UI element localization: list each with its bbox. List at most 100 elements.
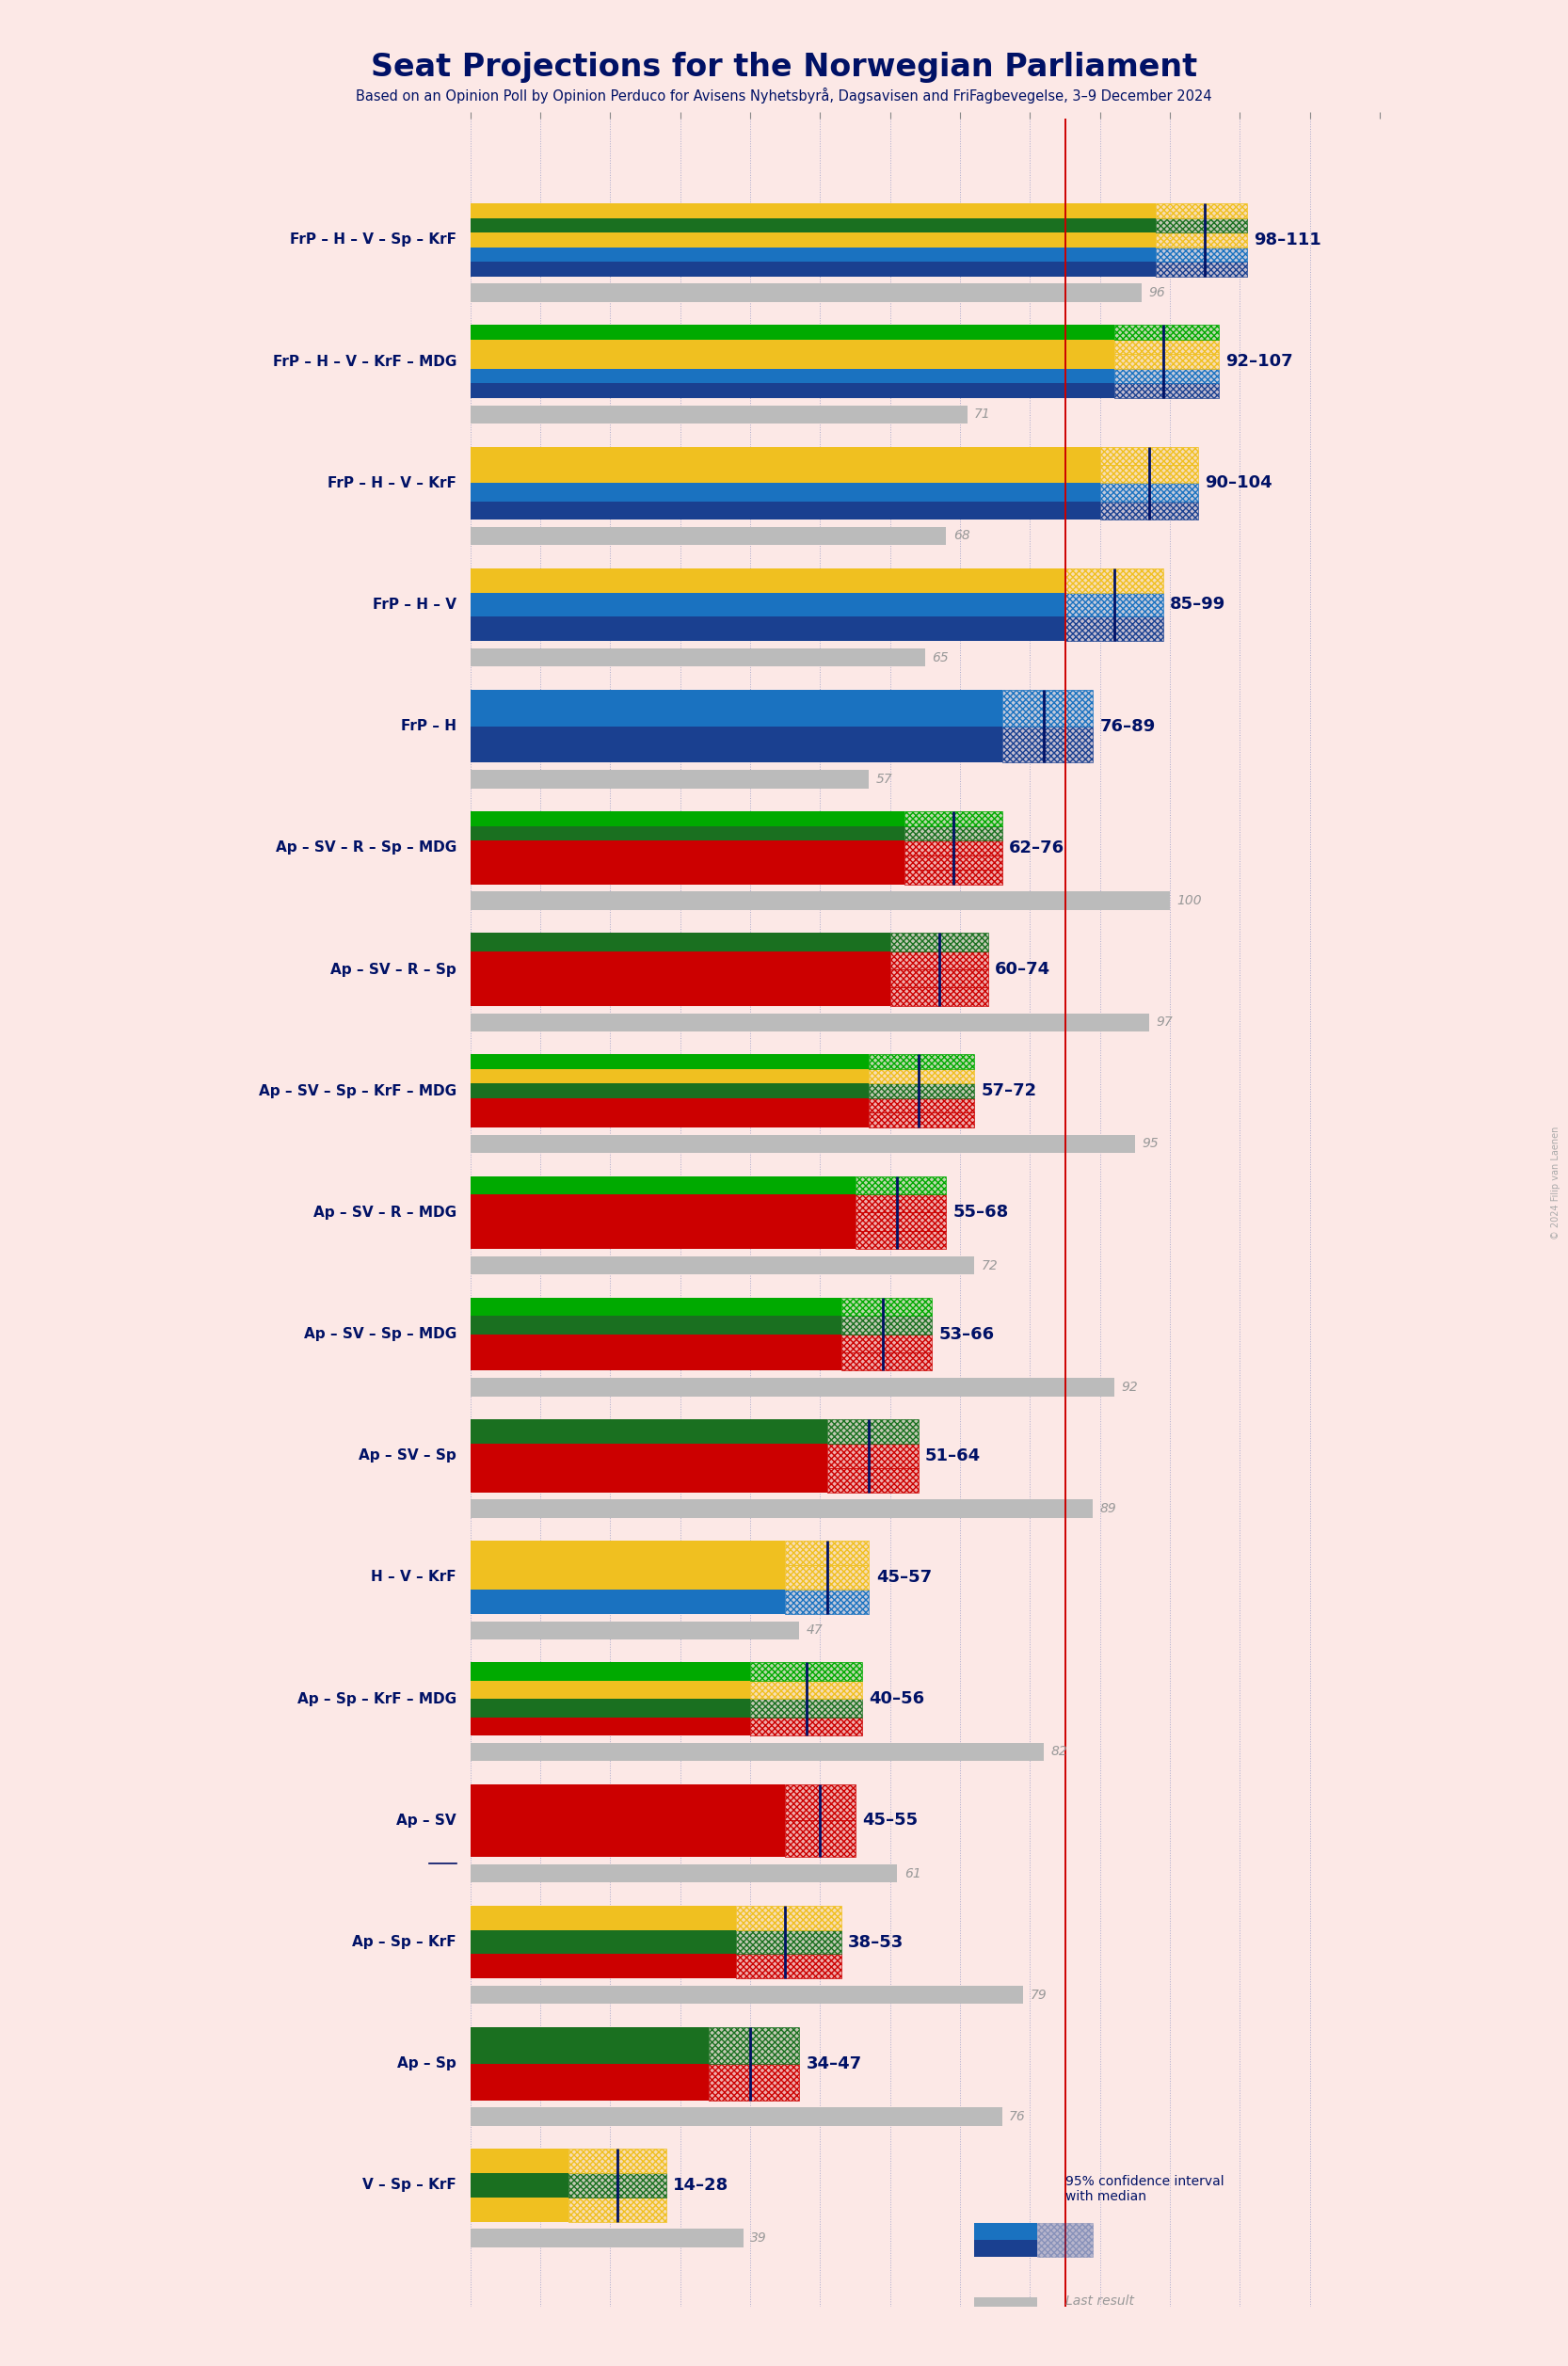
Bar — [470, 1297, 840, 1315]
Bar — [470, 1467, 828, 1493]
Bar — [1101, 447, 1198, 464]
Text: FrP – H: FrP – H — [401, 719, 456, 733]
Bar — [470, 1985, 1022, 2004]
Bar — [855, 1176, 946, 1195]
Bar — [1002, 726, 1093, 762]
Bar — [568, 2148, 666, 2172]
Bar — [1113, 369, 1218, 383]
Bar — [470, 464, 1101, 483]
Bar — [786, 1784, 855, 1819]
Text: 62–76: 62–76 — [1010, 840, 1065, 856]
Bar — [855, 1214, 946, 1230]
Text: 98–111: 98–111 — [1254, 232, 1322, 248]
Bar — [470, 405, 967, 424]
Text: Ap – Sp – KrF – MDG: Ap – Sp – KrF – MDG — [298, 1692, 456, 1706]
Bar — [737, 1931, 840, 1954]
Bar — [470, 1334, 840, 1353]
Bar — [891, 987, 988, 1006]
Bar — [470, 840, 905, 854]
Bar — [750, 1680, 862, 1699]
Bar — [470, 1699, 750, 1718]
Text: Ap – SV – Sp – MDG: Ap – SV – Sp – MDG — [304, 1327, 456, 1342]
Text: 76–89: 76–89 — [1101, 717, 1156, 736]
Bar — [470, 2028, 709, 2063]
Bar — [470, 1931, 737, 1954]
Bar — [470, 246, 1156, 263]
Bar — [470, 1069, 869, 1084]
Text: 53–66: 53–66 — [939, 1325, 994, 1342]
Bar — [828, 1443, 919, 1467]
Bar — [470, 284, 1142, 303]
Bar — [1156, 218, 1247, 232]
Text: 34–47: 34–47 — [806, 2056, 862, 2073]
Bar — [891, 970, 988, 987]
Bar — [905, 812, 1002, 826]
Bar — [891, 951, 988, 970]
Bar — [470, 987, 891, 1006]
Bar — [855, 1176, 946, 1195]
Text: 51–64: 51–64 — [925, 1448, 980, 1465]
Bar — [855, 1214, 946, 1230]
Bar — [1113, 369, 1218, 383]
Bar — [1002, 691, 1093, 726]
Bar — [905, 826, 1002, 840]
Bar — [750, 1663, 862, 1680]
Bar — [470, 769, 869, 788]
Bar — [470, 1443, 828, 1467]
Bar — [470, 2229, 743, 2248]
Bar — [905, 871, 1002, 885]
Bar — [568, 2198, 666, 2222]
Bar — [470, 1784, 786, 1819]
Bar — [470, 871, 905, 885]
Text: 95: 95 — [1142, 1138, 1159, 1150]
Bar — [1156, 218, 1247, 232]
Bar — [470, 1905, 737, 1931]
Bar — [1113, 355, 1218, 369]
Text: 60–74: 60–74 — [996, 961, 1051, 977]
Bar — [905, 840, 1002, 854]
Bar — [470, 1954, 737, 1978]
Text: © 2024 Filip van Laenen: © 2024 Filip van Laenen — [1551, 1126, 1560, 1240]
Bar — [470, 648, 925, 667]
Bar — [568, 2172, 666, 2198]
Bar — [855, 1230, 946, 1249]
Bar — [470, 1055, 869, 1069]
Text: H – V – KrF: H – V – KrF — [372, 1571, 456, 1585]
Bar — [470, 1540, 786, 1566]
Bar — [1113, 383, 1218, 397]
Bar — [709, 2063, 800, 2101]
Bar — [840, 1353, 931, 1370]
Text: 47: 47 — [806, 1623, 823, 1637]
Bar — [840, 1315, 931, 1334]
Bar — [737, 1905, 840, 1931]
Bar — [709, 2028, 800, 2063]
Bar — [470, 341, 1113, 355]
Bar — [1002, 691, 1093, 726]
Bar — [905, 854, 1002, 871]
Text: 79: 79 — [1030, 1987, 1047, 2002]
Bar — [1156, 263, 1247, 277]
Text: 82: 82 — [1051, 1746, 1068, 1758]
Text: V – Sp – KrF: V – Sp – KrF — [362, 2179, 456, 2193]
Bar — [470, 1819, 786, 1857]
Text: FrP – H – V – KrF – MDG: FrP – H – V – KrF – MDG — [273, 355, 456, 369]
Bar — [737, 1905, 840, 1931]
Bar — [470, 726, 1002, 762]
Bar — [840, 1315, 931, 1334]
Bar — [470, 1214, 855, 1230]
Bar — [1113, 383, 1218, 397]
Bar — [840, 1353, 931, 1370]
Bar — [470, 618, 1065, 641]
Text: 90–104: 90–104 — [1204, 476, 1272, 492]
Bar — [470, 1112, 869, 1129]
Bar — [855, 1195, 946, 1211]
Bar — [1113, 355, 1218, 369]
Bar — [470, 932, 891, 951]
Bar — [869, 1055, 974, 1069]
Bar — [470, 826, 905, 840]
Bar — [750, 1718, 862, 1734]
Bar — [869, 1112, 974, 1129]
Bar — [1113, 324, 1218, 341]
Bar — [1101, 502, 1198, 521]
Bar — [1113, 341, 1218, 355]
